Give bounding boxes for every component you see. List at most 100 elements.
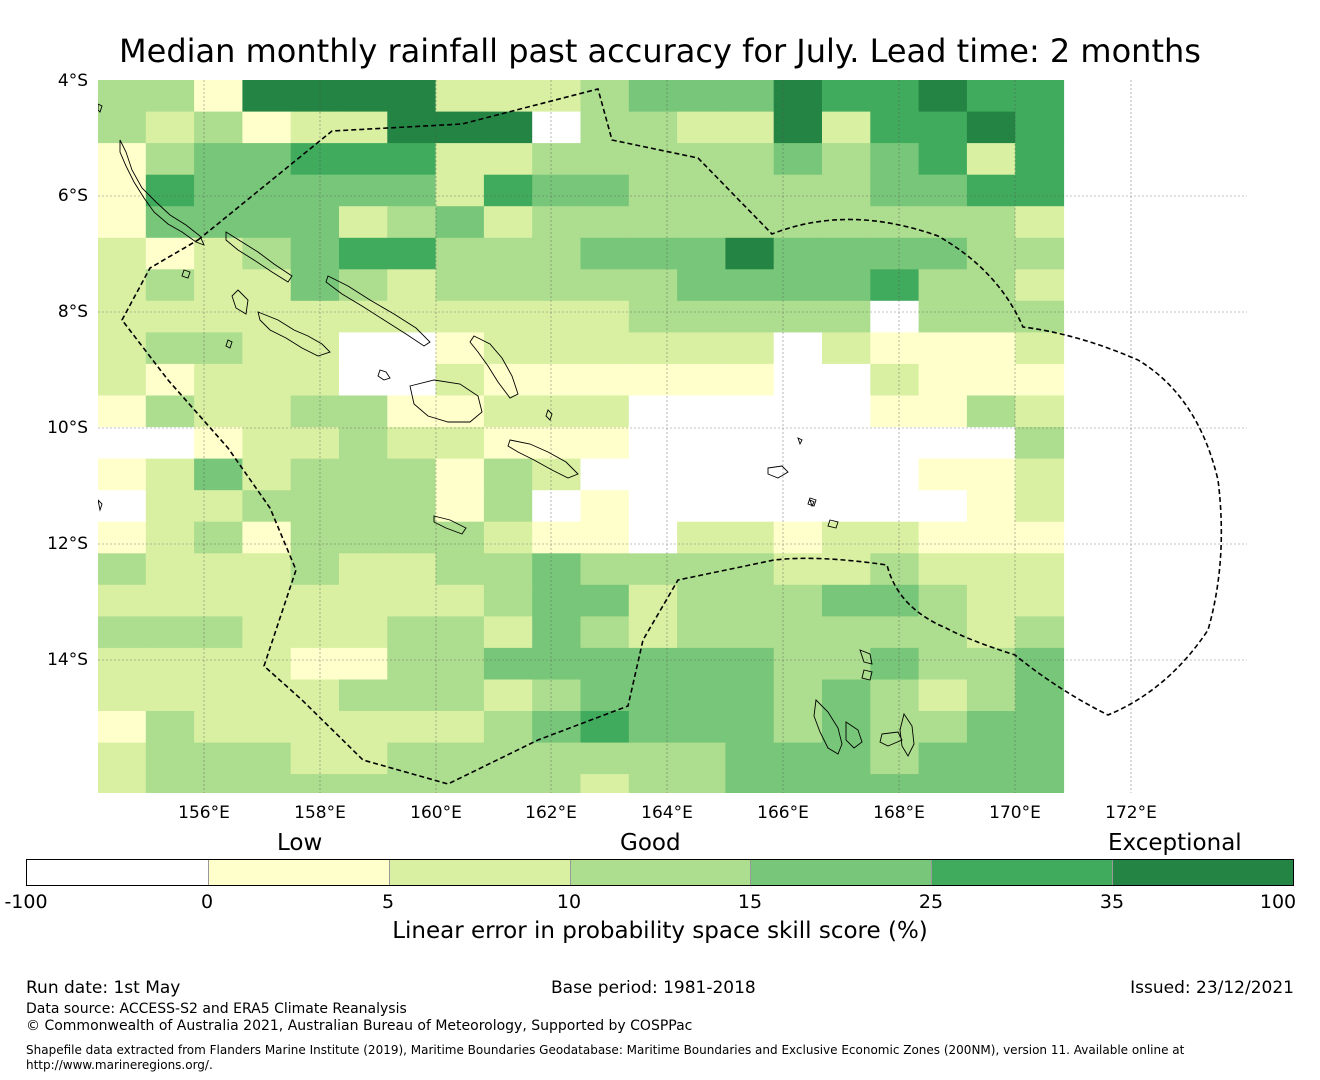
skill-cell (966, 300, 1016, 333)
skill-cell (435, 553, 485, 586)
skill-cell (339, 237, 388, 270)
issued-date: Issued: 23/12/2021 (1130, 978, 1294, 998)
skill-cell (580, 174, 630, 207)
skill-cell (339, 553, 388, 586)
skill-cell (677, 711, 726, 744)
skill-cell (773, 742, 823, 775)
skill-cell (677, 774, 726, 793)
skill-cell (98, 300, 147, 333)
skill-cell (145, 584, 195, 617)
skill-cell (435, 332, 485, 365)
skill-cell (1015, 711, 1065, 744)
skill-cell (918, 206, 968, 239)
legend-category-exceptional: Exceptional (1108, 830, 1242, 856)
skill-cell (628, 269, 678, 302)
skill-cell (677, 616, 726, 649)
skill-cell (387, 647, 437, 680)
skill-cell (242, 774, 292, 793)
skill-cell (773, 584, 823, 617)
skill-cell (532, 679, 582, 712)
skill-cell (194, 80, 243, 113)
skill-cell (532, 269, 582, 302)
skill-cell (145, 647, 195, 680)
skill-cell (870, 458, 920, 491)
colorbar-segment (388, 860, 570, 885)
skill-cell (194, 427, 243, 460)
skill-cell (435, 174, 485, 207)
skill-cell (918, 174, 968, 207)
skill-cell (194, 237, 243, 270)
skill-cell (290, 300, 340, 333)
skill-cell (1015, 80, 1065, 113)
skill-cell (290, 616, 340, 649)
skill-cell (242, 395, 292, 428)
skill-cell (194, 143, 243, 176)
skill-cell (532, 490, 582, 523)
skill-cell (1015, 269, 1065, 302)
skill-cell (387, 332, 437, 365)
skill-cell (677, 490, 726, 523)
skill-cell (966, 679, 1016, 712)
skill-cell (822, 584, 871, 617)
skill-cell (918, 742, 968, 775)
skill-cell (870, 300, 920, 333)
skill-cell (773, 80, 823, 113)
skill-cell (580, 332, 630, 365)
skill-cell (387, 237, 437, 270)
skill-cell (435, 269, 485, 302)
skill-cell (918, 553, 968, 586)
skill-cell (98, 521, 147, 554)
skill-cell (725, 553, 775, 586)
skill-cell (435, 458, 485, 491)
lon-label-170e: 170°E (989, 803, 1041, 823)
skill-cell (339, 300, 388, 333)
skill-cell (822, 80, 871, 113)
skill-cell (580, 80, 630, 113)
guadalcanal-coastline (409, 379, 483, 423)
skill-cell (773, 395, 823, 428)
skill-cell (580, 711, 630, 744)
skill-cell (725, 395, 775, 428)
skill-cell (242, 711, 292, 744)
skill-cell (677, 174, 726, 207)
skill-cell (628, 458, 678, 491)
skill-cell (145, 363, 195, 397)
skill-cell (870, 269, 920, 302)
skill-cell (339, 458, 388, 491)
skill-cell (98, 332, 147, 365)
skill-cell (1015, 490, 1065, 523)
skill-cell (725, 427, 775, 460)
skill-cell (677, 80, 726, 113)
skill-cell (822, 143, 871, 176)
skill-cell (677, 647, 726, 680)
skill-cell (98, 584, 147, 617)
skill-cell (290, 647, 340, 680)
skill-cell (387, 300, 437, 333)
skill-cell (628, 332, 678, 365)
skill-cell (532, 206, 582, 239)
skill-cell (435, 774, 485, 793)
skill-cell (98, 269, 147, 302)
skill-cell (628, 174, 678, 207)
skill-cell (290, 490, 340, 523)
skill-cell (822, 363, 871, 397)
skill-cell (580, 363, 630, 397)
skill-cell (580, 300, 630, 333)
skill-cell (339, 427, 388, 460)
skill-cell (98, 553, 147, 586)
skill-cell (773, 647, 823, 680)
skill-cell (822, 490, 871, 523)
skill-cell (242, 427, 292, 460)
skill-cell (725, 111, 775, 144)
skill-cell (145, 427, 195, 460)
skill-cell (532, 553, 582, 586)
skill-cell (290, 427, 340, 460)
skill-cell (483, 237, 533, 270)
skill-cell (580, 269, 630, 302)
skill-cell (580, 143, 630, 176)
skill-cell (98, 774, 147, 793)
skill-cell (145, 174, 195, 207)
skill-cell (918, 584, 968, 617)
skill-cell (145, 395, 195, 428)
colorbar-segment (207, 860, 389, 885)
